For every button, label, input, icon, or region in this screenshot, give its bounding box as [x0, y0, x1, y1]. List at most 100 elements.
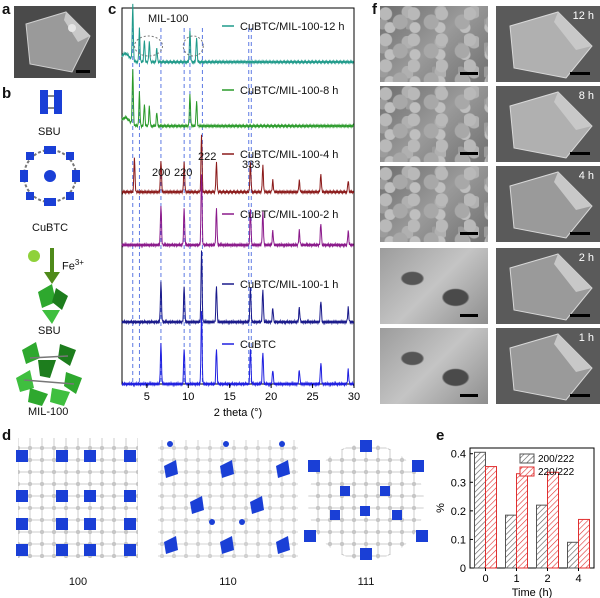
sbu-label-top: SBU — [38, 126, 61, 138]
sem-image-left — [380, 6, 488, 82]
xrd-xlabel: 2 theta (°) — [214, 407, 262, 419]
xrd-tick-label: 10 — [182, 391, 194, 403]
xrd-trace — [121, 174, 355, 249]
bar — [485, 466, 497, 569]
sem-crystal — [509, 171, 593, 239]
sem-image-left — [380, 86, 488, 162]
legend-label: CuBTC — [240, 339, 276, 351]
sem-image-left — [380, 248, 488, 324]
sem-crystal — [509, 253, 593, 321]
xrd-tick-label: 25 — [306, 391, 318, 403]
legend-swatch — [519, 466, 535, 477]
mil100-label: MIL-100 — [28, 406, 69, 418]
sem-time-label: 4 h — [578, 170, 594, 182]
y-tick-label: 0 — [460, 563, 466, 575]
structure-111 — [304, 440, 428, 560]
bar-chart-e: 0 0.1 0.2 0.3 0.4% 0 1 2 4 Time (h) 200/222 220/222 — [436, 447, 595, 598]
scale-bar — [570, 394, 590, 397]
sem-time-label: 1 h — [578, 332, 594, 344]
crystal-face — [554, 12, 592, 50]
panel-label-c: c — [108, 1, 117, 18]
xrd-annotation: 200 — [152, 167, 170, 179]
x-tick-label: 2 — [544, 573, 550, 585]
sem-image-right: 8 h — [496, 86, 600, 162]
scale-bar — [570, 152, 590, 155]
legend-label: 200/222 — [538, 454, 575, 465]
scale-bar — [460, 232, 478, 235]
sem-image-left — [380, 328, 488, 404]
structure-110 — [158, 440, 298, 558]
sbu-fe-icon — [38, 284, 68, 324]
y-tick-label: 0.2 — [451, 506, 466, 518]
x-tick-label: 1 — [513, 573, 519, 585]
sem-time-label: 8 h — [578, 90, 594, 102]
crystal-face — [554, 92, 592, 130]
scale-bar — [570, 232, 590, 235]
sem-texture — [380, 86, 488, 162]
sem-image-a — [14, 6, 96, 78]
panel-label-b: b — [2, 85, 12, 102]
legend-label: CuBTC/MIL-100-12 h — [240, 21, 345, 33]
panel-label-f: f — [372, 1, 377, 18]
xrd-frame — [121, 7, 355, 385]
cubtc-cage-icon — [20, 146, 80, 206]
sem-texture — [380, 166, 488, 242]
structure-100 — [16, 438, 138, 558]
scale-bar — [460, 152, 478, 155]
sem-texture — [380, 6, 488, 82]
scale-bar — [460, 314, 478, 317]
xrd-trace — [121, 3, 354, 66]
y-axis-label: % — [436, 503, 447, 513]
bar — [578, 518, 590, 569]
bar-frame — [469, 447, 595, 569]
sem-crystal — [509, 91, 593, 159]
sem-time-label: 2 h — [578, 252, 594, 264]
fe-arrow-icon — [28, 248, 60, 284]
panel-label-e: e — [436, 427, 445, 444]
bar — [536, 504, 548, 569]
legend-label: CuBTC/MIL-100-4 h — [240, 149, 338, 161]
x-tick-label: 4 — [575, 573, 581, 585]
structures-d — [16, 438, 428, 560]
scale-bar — [570, 314, 590, 317]
legend-label: CuBTC/MIL-100-1 h — [240, 279, 338, 291]
xrd-tick-label: 15 — [224, 391, 236, 403]
mil100-cage-icon — [16, 342, 82, 406]
structure-label-110: 110 — [219, 576, 237, 588]
bar — [474, 451, 486, 569]
sem-image-right: 4 h — [496, 166, 600, 242]
xrd-trace — [121, 250, 355, 326]
legend-label: CuBTC/MIL-100-8 h — [240, 85, 338, 97]
scale-bar — [570, 72, 590, 75]
fe-label: Fe3+ — [62, 258, 84, 273]
sem-texture — [380, 248, 488, 324]
sem-crystal — [509, 333, 593, 401]
sem-image-right: 12 h — [496, 6, 600, 82]
scheme-b — [16, 90, 82, 406]
sbu-label-bottom: SBU — [38, 325, 61, 337]
scale-bar — [76, 70, 90, 73]
scale-bar — [460, 72, 478, 75]
structure-label-100: 100 — [68, 576, 88, 588]
panel-label-d: d — [2, 427, 12, 444]
crystal-face — [554, 172, 592, 210]
sem-image-right: 1 h — [496, 328, 600, 404]
sem-crystal — [509, 11, 593, 79]
sem-texture — [380, 328, 488, 404]
structure-label-111: 111 — [357, 576, 375, 588]
xrd-tick-label: 20 — [265, 391, 277, 403]
bar — [567, 541, 579, 569]
bar — [505, 514, 517, 569]
sem-time-label: 12 h — [572, 10, 594, 22]
xrd-annotation: 333 — [242, 159, 260, 171]
bar — [516, 473, 528, 569]
fe-element: Fe — [62, 260, 75, 273]
panel-label-a: a — [2, 1, 11, 18]
xrd-plot: CuBTC/MIL-100-12 h CuBTC/MIL-100-8 h CuBTC… — [121, 3, 360, 419]
xrd-trace — [121, 311, 355, 388]
scale-bar — [460, 394, 478, 397]
sem-image-left — [380, 166, 488, 242]
xrd-trace — [121, 68, 355, 130]
crystal-face — [554, 254, 592, 292]
bar — [547, 471, 559, 569]
